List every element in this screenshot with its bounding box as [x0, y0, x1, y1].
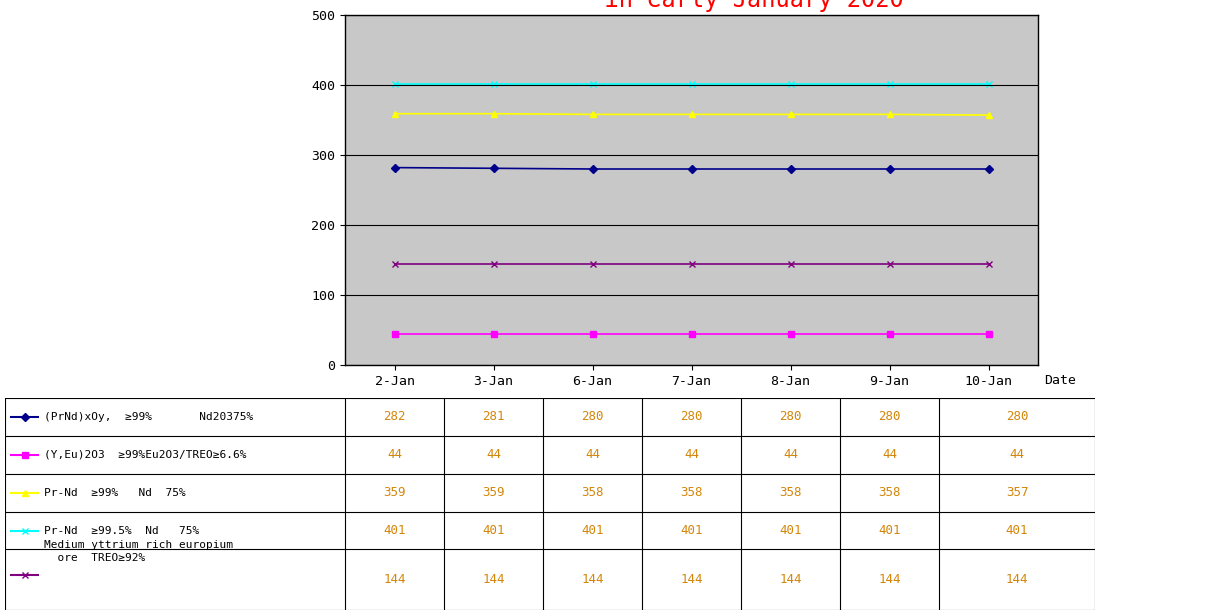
Text: 280: 280 — [581, 410, 604, 423]
Text: (Y,Eu)2O3  ≥99%Eu2O3/TREO≥6.6%: (Y,Eu)2O3 ≥99%Eu2O3/TREO≥6.6% — [45, 450, 246, 460]
Text: 280: 280 — [1006, 410, 1028, 423]
Text: 401: 401 — [482, 524, 505, 537]
Text: 401: 401 — [779, 524, 802, 537]
Text: 144: 144 — [680, 573, 703, 586]
Text: 44: 44 — [486, 448, 501, 461]
Text: 44: 44 — [783, 448, 798, 461]
Text: Medium yttrium rich europium
  ore  TREO≥92%: Medium yttrium rich europium ore TREO≥92… — [45, 540, 233, 563]
Text: 358: 358 — [779, 486, 802, 499]
Text: 144: 144 — [383, 573, 406, 586]
Text: 144: 144 — [581, 573, 604, 586]
Text: 281: 281 — [482, 410, 505, 423]
Text: Pr-Nd  ≥99.5%  Nd   75%: Pr-Nd ≥99.5% Nd 75% — [45, 525, 199, 535]
Text: 44: 44 — [1010, 448, 1024, 461]
Text: 44: 44 — [387, 448, 402, 461]
Text: Pr-Nd  ≥99%   Nd  75%: Pr-Nd ≥99% Nd 75% — [45, 488, 186, 498]
Text: 357: 357 — [1006, 486, 1028, 499]
Text: 280: 280 — [680, 410, 703, 423]
Text: 359: 359 — [383, 486, 406, 499]
Text: 282: 282 — [383, 410, 406, 423]
Text: 144: 144 — [779, 573, 802, 586]
Text: 144: 144 — [1006, 573, 1028, 586]
Text: 401: 401 — [878, 524, 901, 537]
Text: 44: 44 — [585, 448, 600, 461]
Text: 44: 44 — [882, 448, 898, 461]
Text: 358: 358 — [680, 486, 703, 499]
Text: (PrNd)xOy,  ≥99%       Nd20375%: (PrNd)xOy, ≥99% Nd20375% — [45, 412, 254, 422]
Text: 280: 280 — [779, 410, 802, 423]
Text: 401: 401 — [581, 524, 604, 537]
Text: 280: 280 — [878, 410, 901, 423]
Text: 358: 358 — [878, 486, 901, 499]
Text: 401: 401 — [383, 524, 406, 537]
Text: 359: 359 — [482, 486, 505, 499]
Text: 358: 358 — [581, 486, 604, 499]
Text: 144: 144 — [878, 573, 901, 586]
Text: Mixed rare earth prices trend
  in early January 2020: Mixed rare earth prices trend in early J… — [533, 0, 946, 12]
Text: 44: 44 — [684, 448, 699, 461]
Text: 144: 144 — [482, 573, 505, 586]
Text: 401: 401 — [1006, 524, 1028, 537]
Text: Date: Date — [1044, 374, 1076, 387]
Text: 401: 401 — [680, 524, 703, 537]
